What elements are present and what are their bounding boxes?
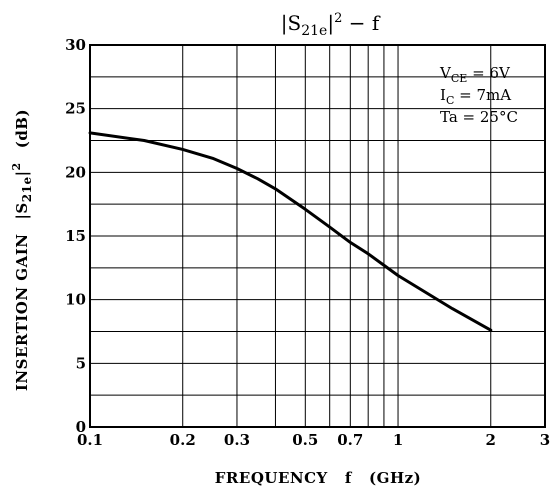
condition-line: VCE = 6V (439, 64, 511, 85)
x-tick-label: 2 (486, 431, 496, 449)
x-tick-label: 1 (393, 431, 403, 449)
y-axis-label: INSERTION GAIN|S21e|2(dB) (10, 109, 34, 391)
y-tick-label: 5 (76, 354, 86, 372)
x-tick-label: 3 (540, 431, 550, 449)
condition-line: Ta = 25°C (440, 108, 518, 126)
x-tick-label: 0.7 (337, 431, 363, 449)
x-tick-label: 0.1 (77, 431, 103, 449)
x-tick-labels: 0.1 0.2 0.3 0.5 0.7 1 2 3 (77, 431, 550, 449)
y-tick-label: 0 (76, 418, 86, 436)
condition-line: IC = 7mA (440, 86, 511, 107)
y-tick-label: 25 (65, 100, 86, 118)
y-tick-label: 10 (65, 291, 86, 309)
plot-frame (89, 44, 546, 428)
x-axis-label: FREQUENCY f (GHz) (215, 469, 421, 487)
chart-title: |S21e|2 − f (281, 11, 381, 39)
x-tick-label: 0.3 (224, 431, 250, 449)
x-tick-label: 0.2 (170, 431, 196, 449)
y-tick-label: 30 (65, 36, 86, 54)
y-tick-labels: 0 5 10 15 20 25 30 (65, 36, 86, 436)
y-tick-label: 20 (65, 163, 86, 181)
x-tick-label: 0.5 (292, 431, 318, 449)
series-line (88, 131, 493, 332)
y-tick-label: 15 (65, 227, 86, 245)
